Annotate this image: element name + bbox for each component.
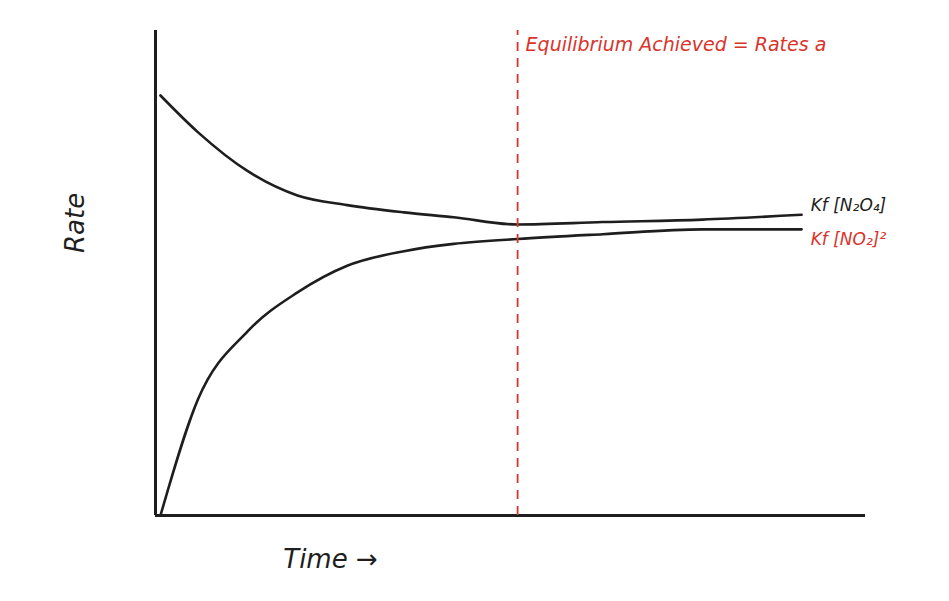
svg-text:Equilibrium Achieved = Rates a: Equilibrium Achieved = Rates a — [526, 33, 827, 55]
svg-text:Rate: Rate — [60, 193, 90, 253]
svg-text:Kf [N₂O₄]: Kf [N₂O₄] — [811, 195, 887, 215]
svg-text:Kf [NO₂]²: Kf [NO₂]² — [811, 228, 887, 248]
svg-text:Time →: Time → — [283, 544, 377, 574]
